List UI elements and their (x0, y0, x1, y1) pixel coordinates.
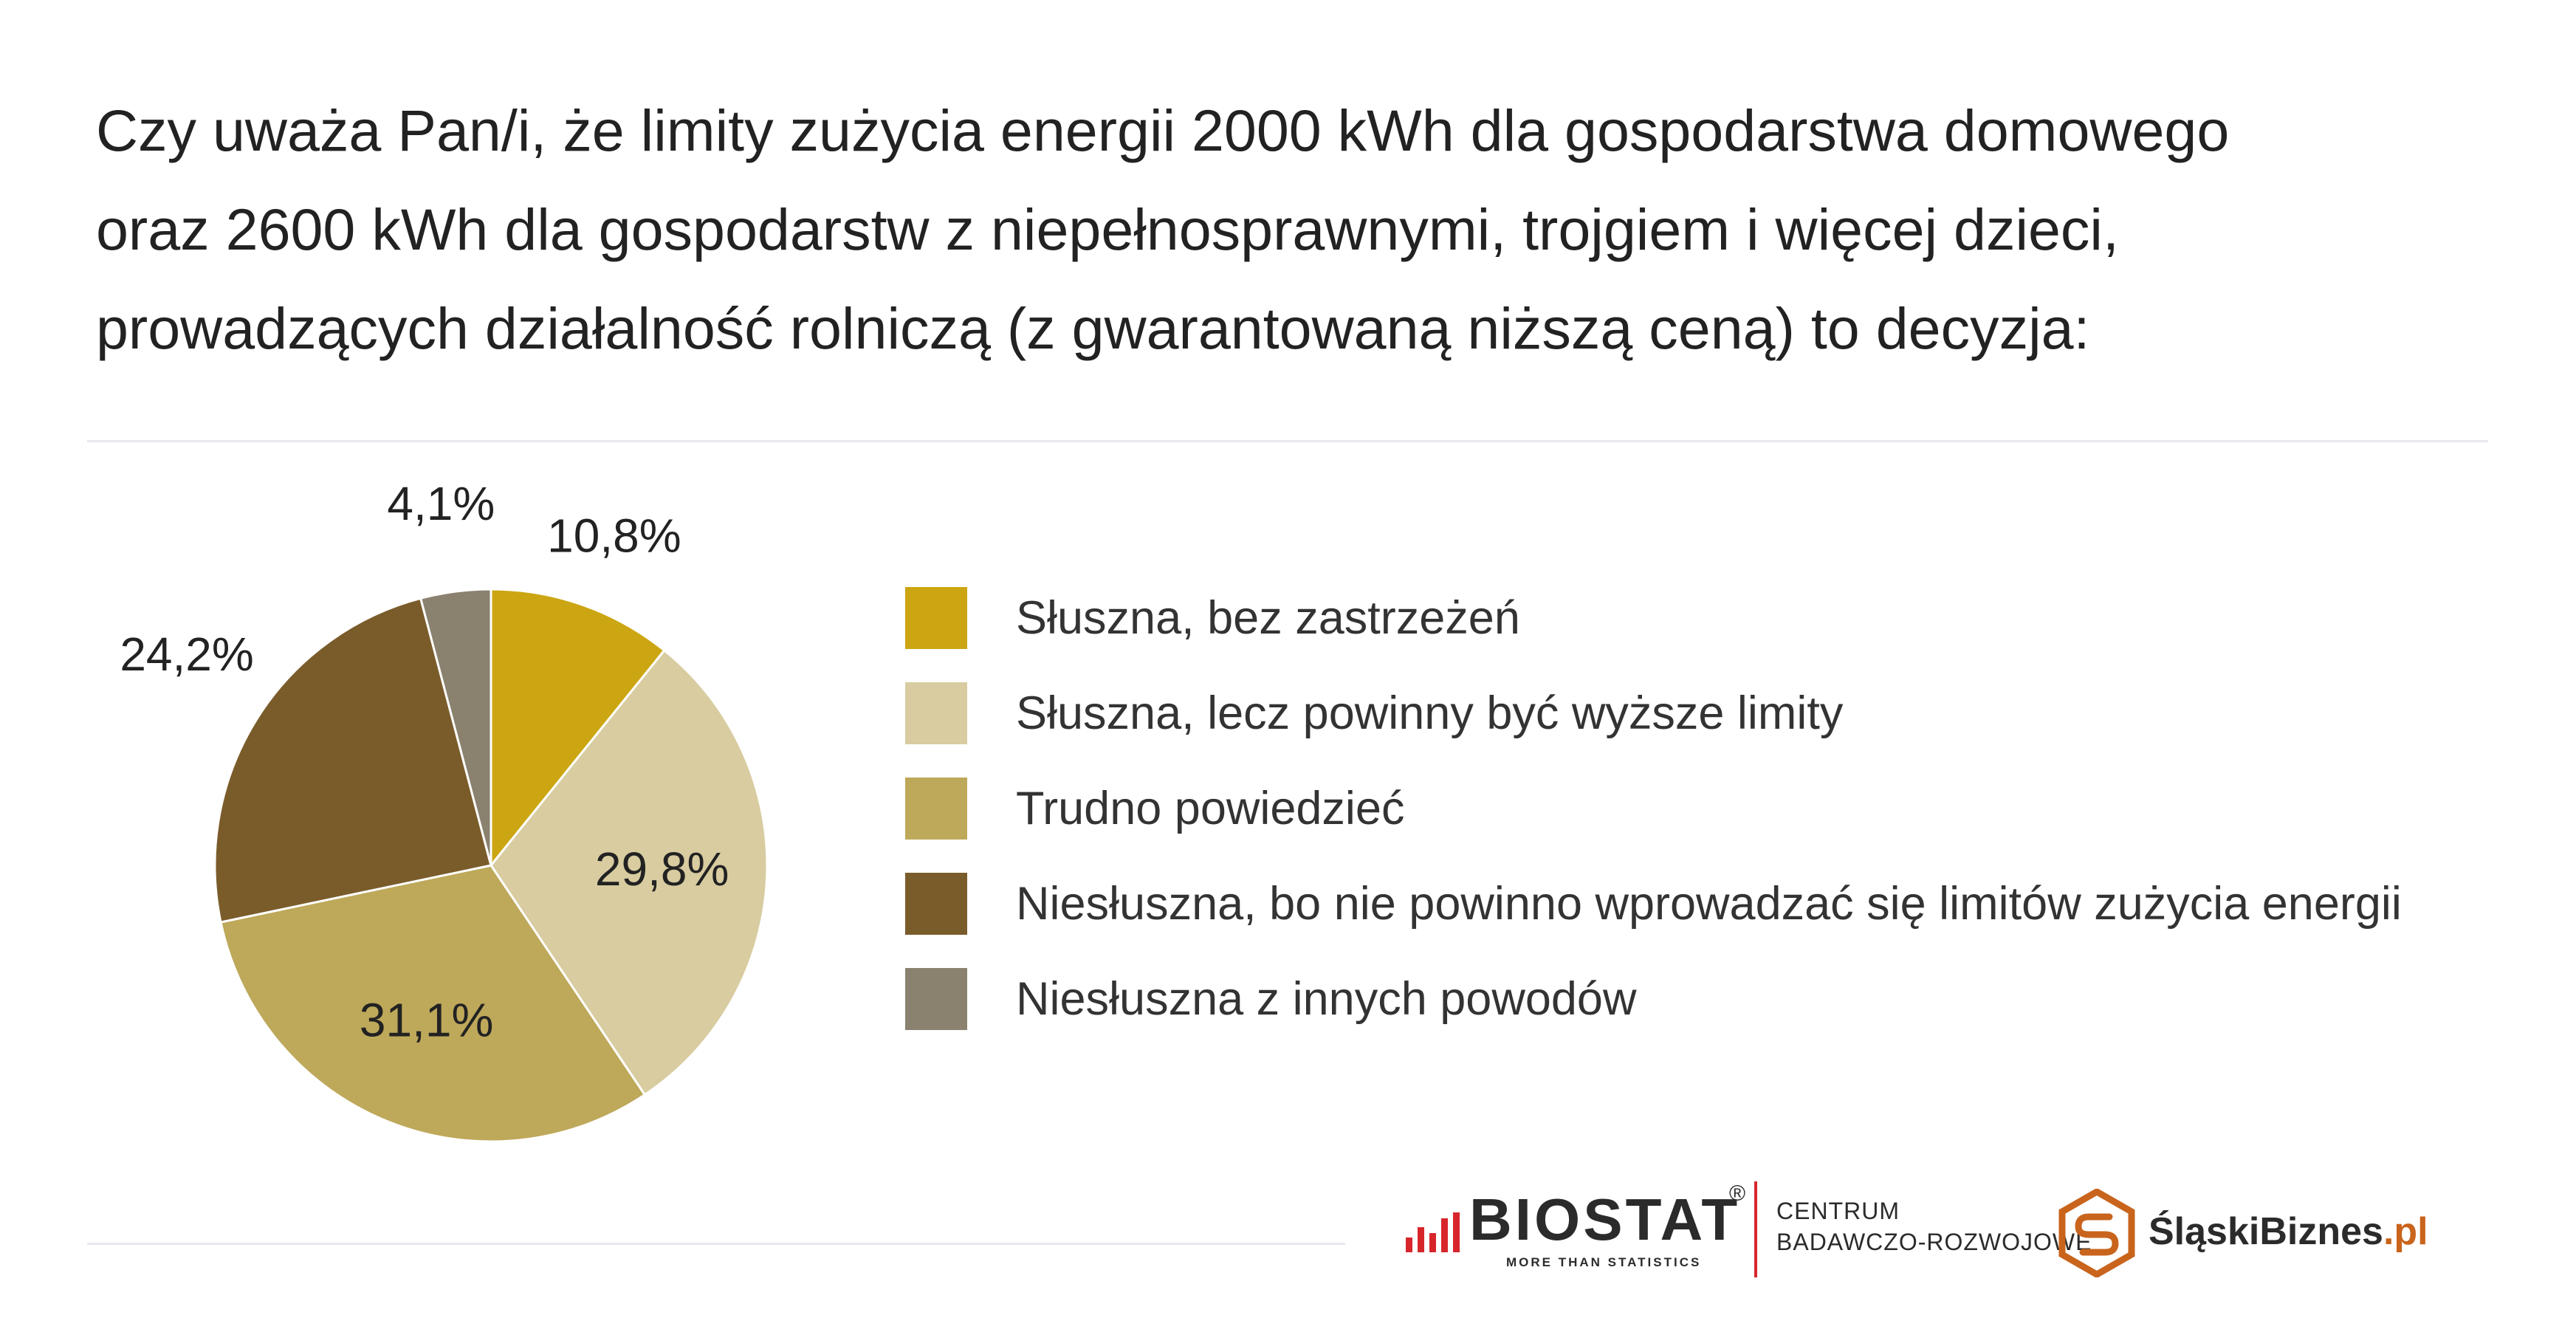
legend-swatch (905, 873, 967, 935)
legend-swatch (905, 587, 967, 649)
pie-slice (490, 588, 666, 869)
pie-slice (419, 588, 492, 866)
slaski-biznes-domain: .pl (2383, 1210, 2428, 1253)
slice-value-label: 29,8% (595, 842, 729, 896)
slaski-biznes-name: ŚląskiBiznes (2149, 1210, 2383, 1253)
slaski-biznes-logo-text: ŚląskiBiznes.pl (2149, 1209, 2428, 1254)
legend-item: Słuszna, bez zastrzeżeń (905, 587, 2402, 649)
biostat-separator (1754, 1181, 1757, 1277)
chart-title: Czy uważa Pan/i, że limity zużycia energ… (96, 81, 2496, 378)
title-line-3: prowadzących działalność rolniczą (z gwa… (96, 295, 2090, 361)
top-divider (87, 440, 2488, 442)
legend-item: Niesłuszna, bo nie powinno wprowadzać si… (905, 873, 2402, 935)
bottom-divider (87, 1243, 1345, 1245)
pie-slice (490, 648, 769, 1096)
legend-swatch (905, 778, 967, 840)
footer-logos: BIOSTAT ® MORE THAN STATISTICS CENTRUM B… (1403, 1181, 2473, 1285)
legend-label: Słuszna, bez zastrzeżeń (1016, 592, 1520, 644)
legend-item: Niesłuszna z innych powodów (905, 968, 2402, 1030)
biostat-logo-text: BIOSTAT (1469, 1187, 1741, 1252)
legend-swatch (905, 968, 967, 1030)
biostat-tagline: MORE THAN STATISTICS (1506, 1255, 1702, 1269)
legend-label: Niesłuszna z innych powodów (1016, 973, 1637, 1025)
pie-slice (213, 597, 492, 924)
centrum-line-1: CENTRUM (1776, 1198, 1900, 1224)
legend-swatch (905, 682, 967, 744)
slice-value-label: 4,1% (387, 477, 495, 530)
legend-item: Słuszna, lecz powinny być wyższe limity (905, 682, 2402, 744)
legend-label: Trudno powiedzieć (1016, 783, 1405, 834)
pie-chart: 10,8% 29,8% 31,1% 24,2% 4,1% (120, 477, 769, 1143)
legend-item: Trudno powiedzieć (905, 778, 2402, 840)
pie-slice (219, 864, 647, 1143)
legend: Słuszna, bez zastrzeżeń Słuszna, lecz po… (905, 587, 2402, 1063)
biostat-registered-mark: ® (1729, 1181, 1746, 1206)
slaski-biznes-logo-icon (2058, 1189, 2135, 1277)
title-line-2: oraz 2600 kWh dla gospodarstw z niepełno… (96, 196, 2119, 262)
slice-value-label: 31,1% (360, 994, 493, 1047)
title-line-1: Czy uważa Pan/i, że limity zużycia energ… (96, 97, 2230, 163)
centrum-line-2: BADAWCZO-ROZWOJOWE (1776, 1229, 2092, 1255)
legend-label: Niesłuszna, bo nie powinno wprowadzać si… (1016, 878, 2402, 930)
slice-value-label: 10,8% (547, 509, 681, 563)
legend-label: Słuszna, lecz powinny być wyższe limity (1016, 687, 1844, 739)
slice-value-label: 24,2% (120, 628, 253, 681)
biostat-logo-icon (1406, 1212, 1460, 1252)
